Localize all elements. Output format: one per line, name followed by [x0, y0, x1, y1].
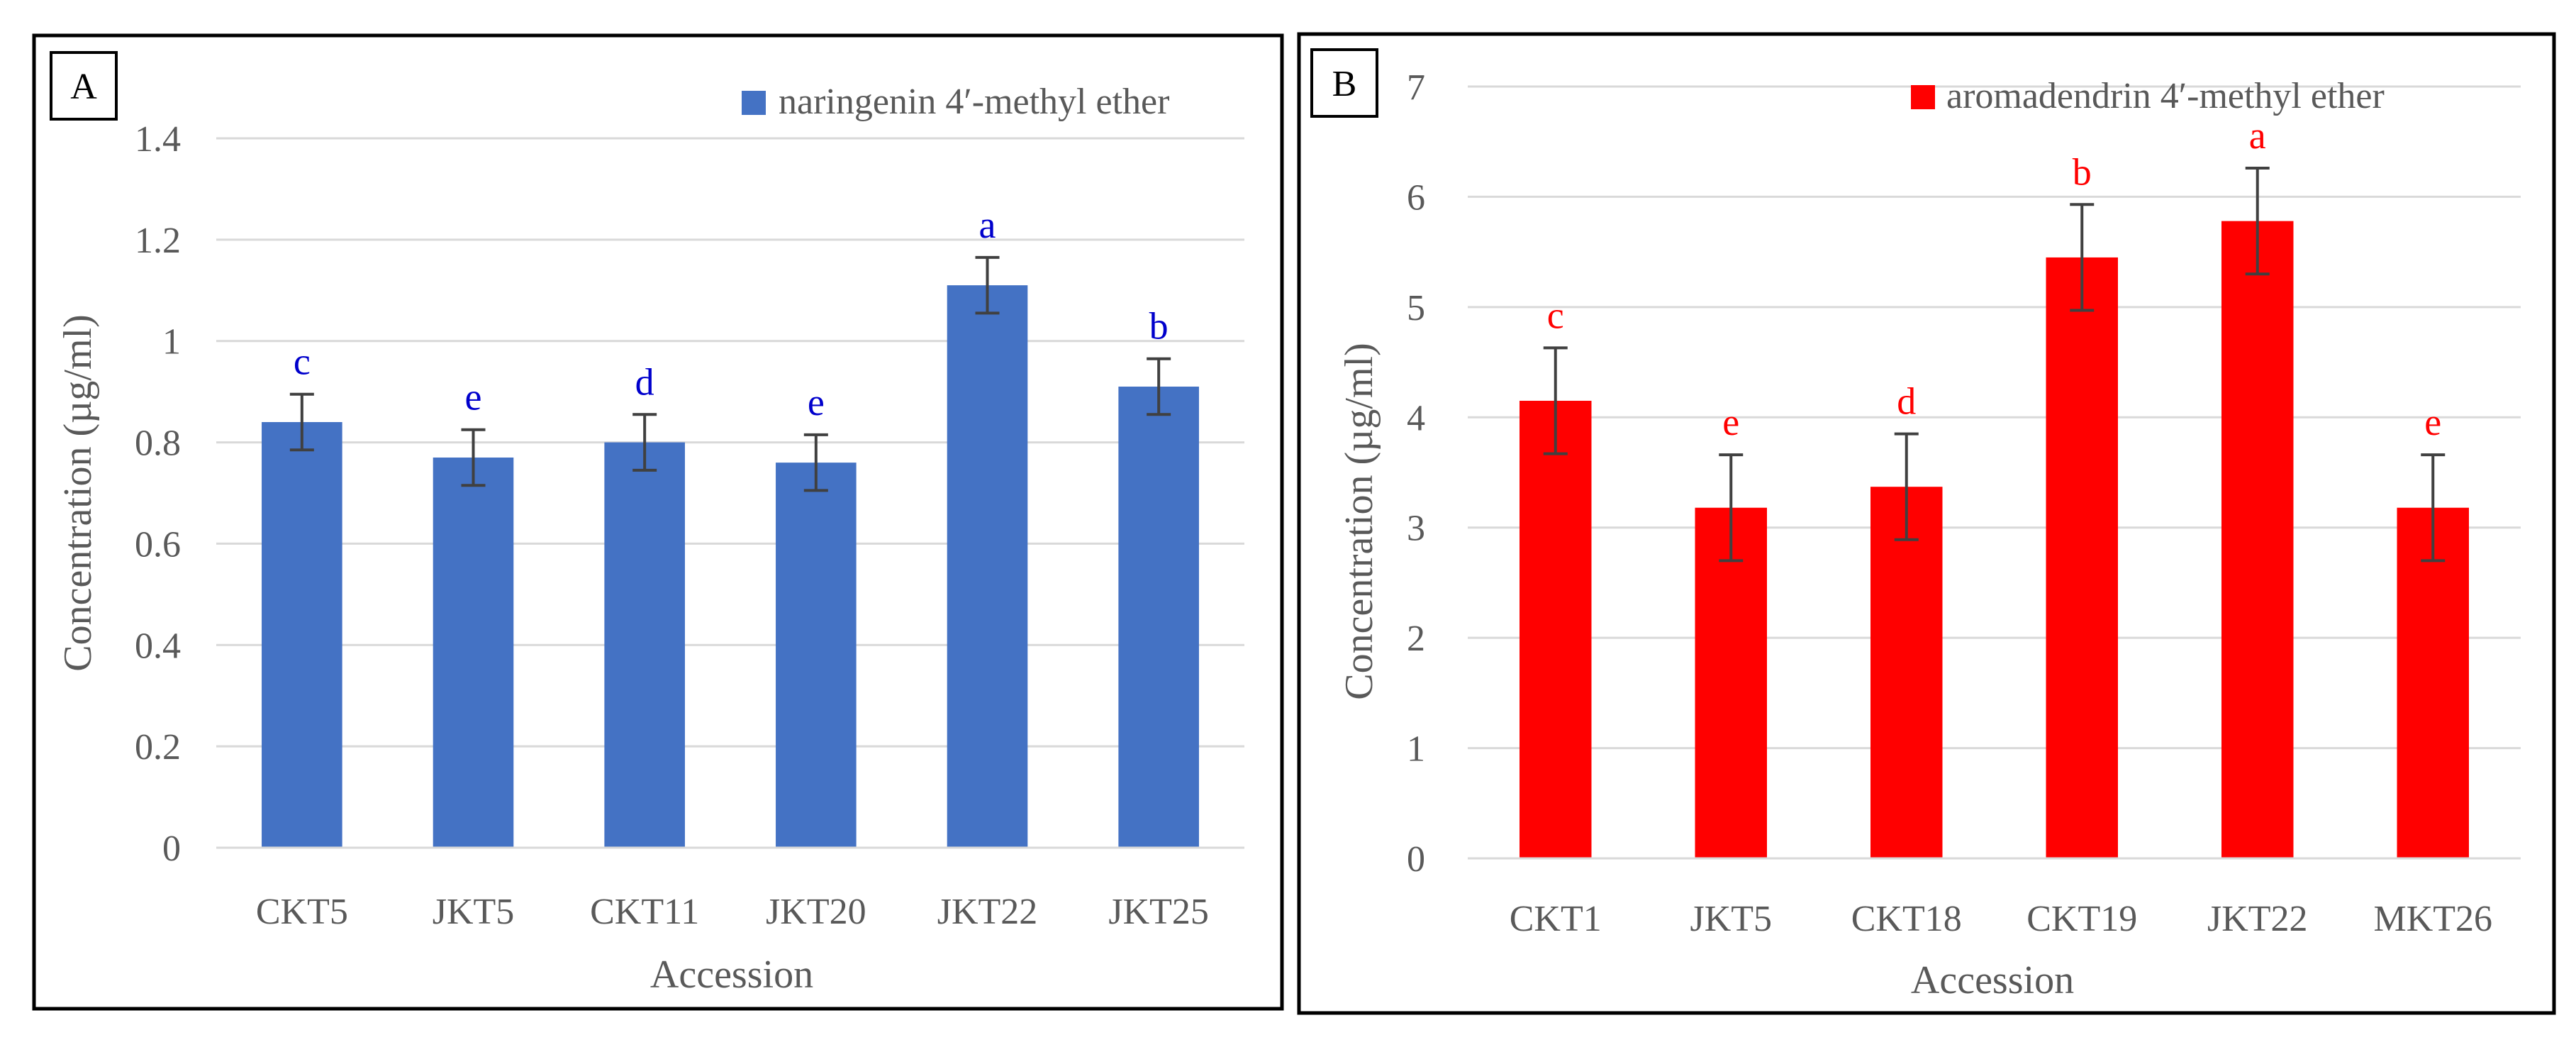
panel-b-error-bars	[1543, 167, 2446, 563]
panel-b: B 0 1 2 3 4 5 6 7 c e d b a e CKT1 JKT5 CKT18 CKT19 JKT2…	[1297, 32, 2556, 1015]
panel-a-y-tick-label: 0.8	[135, 423, 181, 464]
panel-a-error-bar-jkt5	[461, 428, 486, 487]
panel-a-bar-ckt11	[604, 442, 685, 848]
panel-b-significance-ckt18: d	[1897, 380, 1916, 423]
panel-b-significance-ckt19: b	[2073, 150, 2092, 193]
panel-a-y-tick-label: 1.4	[135, 119, 181, 160]
panel-a-legend-swatch	[742, 91, 766, 115]
panel-b-category-label-jkt5: JKT5	[1690, 899, 1772, 939]
panel-b-category-label-ckt18: CKT18	[1851, 899, 1962, 939]
panel-a-error-bar-jkt22	[975, 255, 1000, 315]
panel-a-significance-jkt25: b	[1149, 305, 1169, 348]
panel-b-category-label-jkt22: JKT22	[2207, 899, 2308, 939]
panel-a-error-bar-ckt11	[632, 413, 657, 472]
panel-a-significance-ckt5: c	[294, 340, 311, 383]
panel-a-y-tick-label: 1.2	[135, 221, 181, 261]
panel-b-significance-ckt1: c	[1547, 294, 1564, 336]
panel-b-bar-mkt26	[2397, 507, 2469, 858]
panel-b-error-bar-mkt26	[2421, 453, 2446, 563]
panel-b-y-tick-label: 3	[1407, 509, 1425, 549]
panel-a-legend-label: naringenin 4′-methyl ether	[779, 82, 1169, 122]
panel-b-category-label-mkt26: MKT26	[2373, 899, 2492, 939]
panel-b-label: B	[1332, 64, 1357, 104]
panel-a-gridlines	[216, 137, 1244, 849]
panel-b-y-tick-label: 5	[1407, 288, 1425, 328]
panel-b-y-tick-label: 4	[1407, 398, 1425, 438]
panel-a-bar-jkt5	[433, 458, 514, 848]
panel-a-y-tick-label: 0.4	[135, 626, 181, 666]
panel-a-x-tick-labels: CKT5 JKT5 CKT11 JKT20 JKT22 JKT25	[256, 892, 1209, 932]
panel-a-error-bar-jkt25	[1147, 357, 1171, 416]
panel-a-x-axis-title: Accession	[650, 953, 813, 997]
panel-a-bar-jkt20	[776, 463, 857, 848]
panel-b-y-tick-label: 2	[1407, 619, 1425, 659]
panel-b-bar-jkt5	[1695, 507, 1767, 858]
panel-a-y-tick-labels: 0 0.2 0.4 0.6 0.8 1 1.2 1.4	[135, 119, 181, 869]
panel-b-bars	[1520, 221, 2469, 858]
panel-b-legend-label: aromadendrin 4′-methyl ether	[1946, 76, 2385, 116]
panel-b-category-label-ckt1: CKT1	[1510, 899, 1602, 939]
panel-b-bar-ckt1	[1520, 400, 1592, 858]
panel-a-y-axis-title: Concentration (µg/ml)	[56, 314, 100, 671]
panel-b-legend-swatch	[1911, 85, 1935, 109]
panel-b-error-bar-jkt22	[2245, 167, 2270, 276]
panel-b-y-tick-label: 6	[1407, 177, 1425, 218]
panel-b-label-box	[1310, 48, 1378, 118]
panel-b-category-label-ckt19: CKT19	[2026, 899, 2137, 939]
panel-a-error-bars	[289, 255, 1171, 492]
panel-a: A 00.20.40.60.811.21.4 ce d eab CKT5 JKT5 CK…	[32, 33, 1284, 1011]
panel-b-y-tick-label: 0	[1407, 839, 1425, 880]
panel-a-bar-jkt25	[1118, 387, 1199, 848]
panel-b-error-bar-jkt5	[1719, 453, 1744, 563]
panel-b-error-bar-ckt19	[2070, 203, 2095, 312]
panel-a-category-label-ckt11: CKT11	[590, 892, 699, 932]
panel-b-bar-ckt19	[2046, 257, 2118, 858]
panel-a-y-tick-label: 1	[162, 322, 181, 362]
panel-b-x-tick-labels: CKT1 JKT5 CKT18 CKT19 JKT22 MKT26	[1510, 899, 2492, 939]
panel-a-significance-ckt11: d	[635, 360, 654, 403]
panel-a-label: A	[70, 67, 97, 107]
panel-a-category-label-jkt20: JKT20	[766, 892, 866, 932]
panel-a-bars	[262, 285, 1199, 848]
panel-b-significance-jkt22: a	[2249, 114, 2266, 157]
panel-b-error-bar-ckt1	[1543, 346, 1568, 455]
panel-a-label-box	[50, 51, 118, 121]
panel-a-error-bar-ckt5	[289, 392, 314, 452]
panel-b-y-axis-title: Concentration (µg/ml)	[1337, 343, 1381, 699]
panel-b-error-bar-ckt18	[1894, 432, 1919, 541]
panel-b-x-axis-title: Accession	[1911, 958, 2074, 1002]
panel-a-y-tick-label: 0	[162, 829, 181, 869]
panel-b-y-tick-labels: 0 1 2 3 4 5 6 7	[1407, 67, 1425, 880]
panel-b-y-tick-label: 1	[1407, 729, 1425, 770]
panel-b-bar-ckt18	[1870, 487, 1943, 858]
panel-a-error-bar-jkt20	[803, 433, 828, 492]
panel-a-category-label-jkt25: JKT25	[1108, 892, 1209, 932]
panel-a-significance-jkt22: a	[979, 204, 996, 246]
panel-a-category-label-jkt5: JKT5	[433, 892, 515, 932]
panel-a-significance-jkt20: e	[808, 381, 825, 423]
panel-a-category-label-ckt5: CKT5	[256, 892, 348, 932]
panel-a-significance-jkt5: e	[465, 376, 482, 419]
panel-a-y-tick-label: 0.2	[135, 727, 181, 768]
panel-a-category-label-jkt22: JKT22	[937, 892, 1038, 932]
panel-b-significance-letters: c e d b a e	[1547, 114, 2441, 443]
panel-b-significance-mkt26: e	[2424, 401, 2441, 443]
panel-b-y-tick-label: 7	[1407, 67, 1425, 108]
panel-b-significance-jkt5: e	[1722, 401, 1739, 443]
panel-a-bar-jkt22	[947, 285, 1028, 848]
panel-b-bar-jkt22	[2221, 221, 2294, 858]
panel-a-bar-ckt5	[262, 422, 342, 848]
panel-a-significance-letters: c e d e a b	[294, 204, 1169, 423]
panel-a-y-tick-label: 0.6	[135, 524, 181, 565]
